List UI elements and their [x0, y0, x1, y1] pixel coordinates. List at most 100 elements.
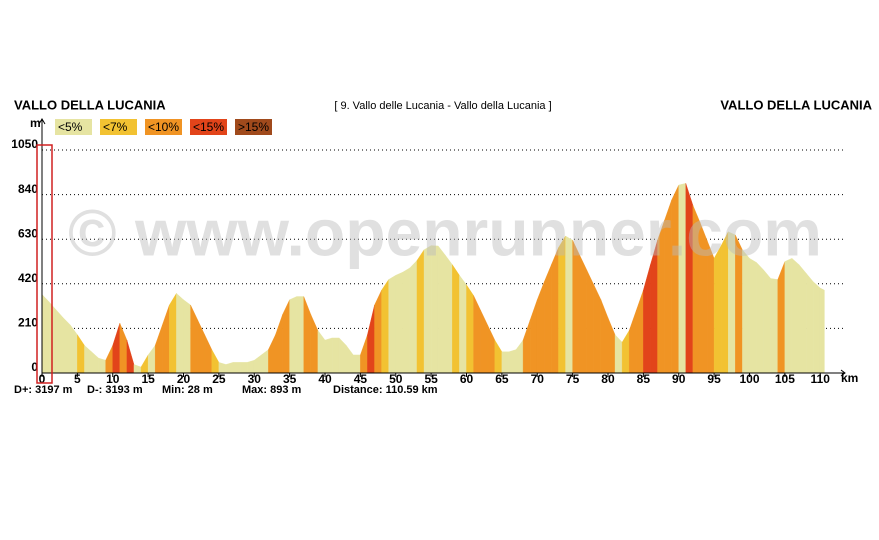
profile-segment	[346, 344, 354, 374]
profile-segment	[275, 314, 283, 374]
x-tick-label: 10	[106, 372, 120, 386]
profile-segment	[749, 257, 757, 374]
x-tick-label: 40	[318, 372, 332, 386]
profile-segment	[621, 329, 630, 374]
profile-segment	[289, 296, 297, 374]
profile-segment	[70, 324, 78, 374]
profile-segment	[296, 296, 304, 374]
profile-segment	[338, 337, 347, 374]
legend-swatch	[100, 119, 137, 135]
profile-segment	[353, 354, 361, 374]
profile-segment	[169, 292, 177, 374]
profile-segment	[643, 264, 651, 374]
profile-segment	[501, 351, 510, 374]
profile-segment	[820, 287, 825, 374]
profile-segment	[360, 334, 368, 374]
profile-segment	[261, 349, 269, 374]
profile-segment	[395, 271, 404, 374]
profile-segment	[77, 334, 85, 374]
profile-segment	[586, 269, 595, 374]
x-tick-label: 75	[566, 372, 580, 386]
legend-label: >15%	[238, 120, 269, 134]
end-name: VALLO DELLA LUCANIA	[720, 97, 872, 112]
x-tick-label: 105	[775, 372, 795, 386]
y-tick-label: 210	[18, 316, 38, 330]
profile-segment	[784, 258, 793, 374]
profile-segment	[459, 274, 467, 374]
profile-segment	[614, 334, 623, 374]
profile-segment	[310, 314, 319, 374]
profile-segment	[225, 362, 234, 374]
profile-segment	[515, 339, 524, 374]
x-tick-label: 65	[495, 372, 509, 386]
profile-segment	[466, 284, 474, 374]
profile-segment	[600, 299, 609, 374]
legend-label: <10%	[148, 120, 179, 134]
profile-segment	[331, 337, 340, 374]
stat: Max: 893 m	[242, 384, 302, 396]
y-axis-label: m	[30, 116, 41, 130]
cursor	[36, 144, 53, 384]
profile-segment	[183, 299, 191, 374]
profile-segment	[636, 290, 644, 374]
profile-segment	[544, 264, 552, 374]
profile-segment	[770, 278, 778, 374]
start-name: VALLO DELLA LUCANIA	[14, 97, 166, 112]
legend-label: <5%	[58, 120, 83, 134]
legend-swatch	[190, 119, 227, 135]
x-tick-label: 50	[389, 372, 403, 386]
profile-segment	[197, 319, 205, 374]
profile-segment	[494, 339, 503, 374]
profile-segment	[176, 292, 184, 374]
profile-segment	[126, 340, 135, 374]
profile-segment	[529, 299, 538, 374]
x-tick-label: 85	[637, 372, 651, 386]
profile-segment	[140, 354, 149, 374]
route-title: [ 9. Vallo delle Lucania - Vallo della L…	[334, 100, 551, 112]
profile-segment	[162, 304, 170, 374]
legend-swatch	[145, 119, 182, 135]
stat: Min: 28 m	[162, 384, 213, 396]
x-tick-label: 110	[811, 372, 831, 386]
profile-segment	[246, 359, 255, 374]
x-tick-label: 80	[601, 372, 615, 386]
x-tick-label: 20	[177, 372, 191, 386]
x-tick-label: 90	[672, 372, 686, 386]
profile-segment	[445, 254, 453, 374]
profile-segment	[133, 364, 142, 374]
profile-segment	[629, 310, 637, 374]
watermark: © www.openrunner.com	[68, 195, 822, 269]
profile-segment	[374, 290, 382, 374]
profile-segment	[324, 337, 333, 374]
x-tick-label: 30	[248, 372, 262, 386]
x-tick-label: 0	[39, 372, 46, 386]
profile-segment	[409, 259, 418, 374]
profile-segment	[388, 274, 396, 374]
y-tick-label: 630	[18, 226, 38, 240]
y-axis-arrow	[38, 118, 46, 125]
profile-segment	[381, 278, 389, 374]
profile-segment	[805, 272, 814, 374]
profile-segment	[791, 257, 800, 374]
legend-label: <15%	[193, 120, 224, 134]
profile-segment	[522, 319, 531, 374]
profile-segment	[84, 344, 92, 374]
profile-segment	[232, 362, 241, 374]
profile-segment	[473, 295, 481, 374]
x-tick-label: 55	[424, 372, 438, 386]
profile-segment	[119, 323, 128, 374]
stat: D+: 3197 m	[14, 384, 73, 396]
profile-segment	[303, 296, 312, 374]
plot: <5% <7% <10% <15% >15% 0 210 420 630 840 1050 0 5 10 1…	[11, 118, 846, 396]
profile-segment	[112, 323, 121, 374]
profile-segment	[239, 362, 248, 374]
x-tick-label: 70	[531, 372, 545, 386]
y-tick-label: 0	[31, 360, 38, 374]
x-tick-label: 60	[460, 372, 474, 386]
profile-segment	[282, 299, 290, 374]
profile-segment	[798, 264, 807, 374]
profile-segment	[91, 351, 99, 374]
legend-label: <7%	[103, 120, 128, 134]
y-tick-label: 840	[18, 182, 38, 196]
